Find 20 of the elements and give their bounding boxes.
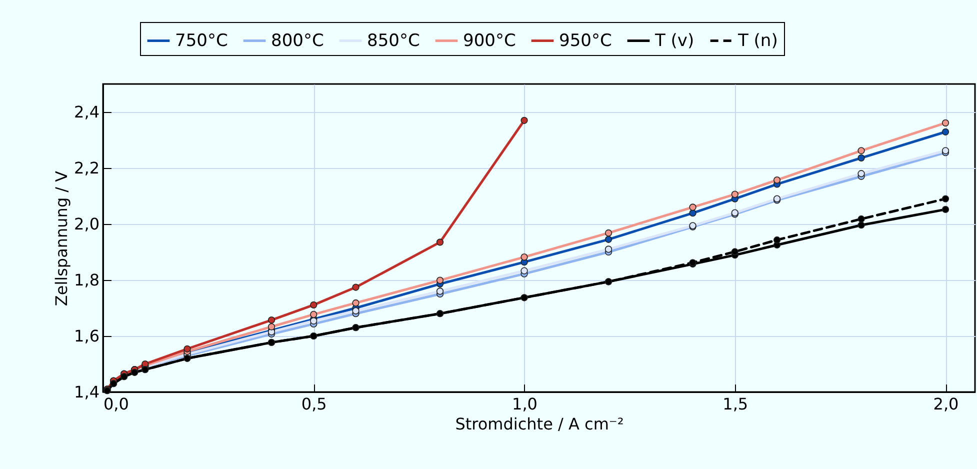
legend-label: 900°C [463,30,516,51]
x-tick-label: 2,0 [933,394,959,414]
x-tick-label: 0,0 [104,394,129,414]
x-tick-label: 1,0 [512,394,538,414]
y-tick-label: 2,0 [74,214,100,234]
x-axis-title: Stromdichte / A cm⁻² [455,414,624,434]
legend-label: 800°C [271,30,324,51]
y-tick-label: 2,4 [74,102,100,122]
y-tick-label: 1,6 [74,326,100,346]
legend-label: 750°C [175,30,228,51]
y-tick-label: 1,8 [74,270,100,290]
legend-label: T (n) [737,30,778,51]
y-axis-title: Zellspannung / V [52,170,72,306]
y-tick-label: 2,2 [74,158,100,178]
x-tick-label: 1,5 [722,394,748,414]
x-tick-label: 0,5 [301,394,327,414]
legend-label: T (v) [654,30,694,51]
y-tick-label: 1,4 [74,382,100,402]
legend-label: 850°C [367,30,420,51]
legend-label: 950°C [559,30,612,51]
